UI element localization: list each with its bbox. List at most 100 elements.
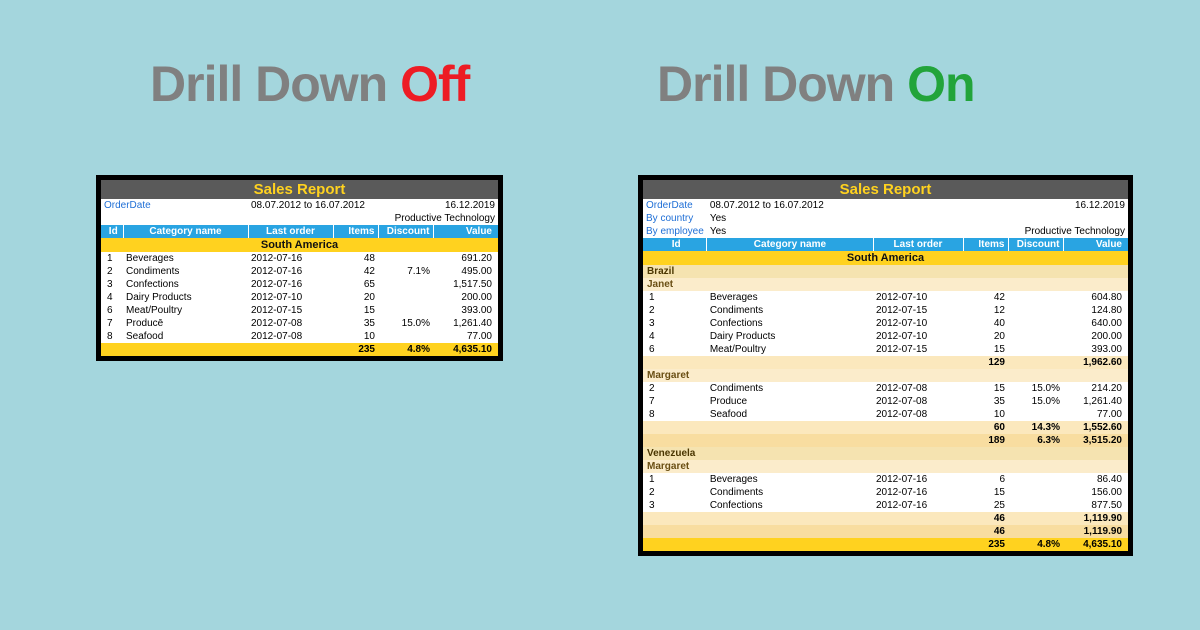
cell-name: Condiments <box>707 304 873 317</box>
cell-last: 2012-07-16 <box>873 499 963 512</box>
cell-items: 15 <box>963 382 1008 395</box>
cell-name: Produce <box>707 395 873 408</box>
grand-val: 4,635.10 <box>1063 538 1128 551</box>
table-row: 1Beverages2012-07-1042604.80 <box>643 291 1128 304</box>
cell-id: 7 <box>101 317 123 330</box>
table-row: 3Confections2012-07-16651,517.50 <box>101 278 498 291</box>
cell-val: 77.00 <box>1063 408 1128 421</box>
cell-last: 2012-07-08 <box>248 330 333 343</box>
table-row: 1Beverages2012-07-1648691.20 <box>101 252 498 265</box>
country-band: Venezuela <box>643 447 1128 460</box>
country-band: Brazil <box>643 265 1128 278</box>
col-last: Last order <box>873 238 963 251</box>
cell-items: 15 <box>333 304 378 317</box>
cell-val: 156.00 <box>1063 486 1128 499</box>
cell-val: 393.00 <box>433 304 498 317</box>
cell-last: 2012-07-15 <box>248 304 333 317</box>
headline-off-prefix: Drill Down <box>150 56 400 112</box>
filter-order-value: 08.07.2012 to 16.07.2012 <box>707 199 1008 212</box>
cell-items: 12 <box>963 304 1008 317</box>
sub-disc: 14.3% <box>1008 421 1063 434</box>
cell-val: 77.00 <box>433 330 498 343</box>
cell-id: 2 <box>643 382 707 395</box>
table-row: 8Seafood2012-07-081077.00 <box>643 408 1128 421</box>
sub-disc <box>1008 525 1063 538</box>
sub-val: 1,119.90 <box>1063 525 1128 538</box>
cell-last: 2012-07-10 <box>873 291 963 304</box>
cell-last: 2012-07-08 <box>873 408 963 421</box>
sub-val: 1,552.60 <box>1063 421 1128 434</box>
cell-val: 86.40 <box>1063 473 1128 486</box>
cell-items: 65 <box>333 278 378 291</box>
cell-last: 2012-07-16 <box>248 278 333 291</box>
cell-id: 2 <box>643 304 707 317</box>
cell-disc <box>1008 499 1063 512</box>
headline-off: Drill Down Off <box>150 55 469 113</box>
filter-sub: Productive Technology <box>378 212 498 225</box>
column-header-row: Id Category name Last order Items Discou… <box>101 225 498 238</box>
cell-last: 2012-07-08 <box>248 317 333 330</box>
filter-order-label: OrderDate <box>101 199 248 212</box>
cell-last: 2012-07-16 <box>873 473 963 486</box>
cell-last: 2012-07-10 <box>248 291 333 304</box>
col-items: Items <box>963 238 1008 251</box>
cell-name: Dairy Products <box>707 330 873 343</box>
filter-date: 16.12.2019 <box>378 199 498 212</box>
cell-val: 604.80 <box>1063 291 1128 304</box>
table-row: 2Condiments2012-07-1615156.00 <box>643 486 1128 499</box>
cell-id: 3 <box>643 499 707 512</box>
cell-last: 2012-07-08 <box>873 395 963 408</box>
table-row: 4Dairy Products2012-07-1020200.00 <box>643 330 1128 343</box>
grand-items: 235 <box>333 343 378 356</box>
table-row: 3Confections2012-07-1625877.50 <box>643 499 1128 512</box>
employee-band: Margaret <box>643 369 1128 382</box>
col-value: Value <box>1063 238 1128 251</box>
col-items: Items <box>333 225 378 238</box>
cell-items: 35 <box>333 317 378 330</box>
cell-val: 124.80 <box>1063 304 1128 317</box>
cell-disc <box>1008 473 1063 486</box>
headline-on: Drill Down On <box>657 55 975 113</box>
cell-items: 42 <box>963 291 1008 304</box>
cell-items: 20 <box>333 291 378 304</box>
table-row: 2Condiments2012-07-081515.0%214.20 <box>643 382 1128 395</box>
cell-items: 25 <box>963 499 1008 512</box>
sub-val: 1,119.90 <box>1063 512 1128 525</box>
cell-val: 214.20 <box>1063 382 1128 395</box>
cell-disc <box>378 330 433 343</box>
cell-items: 6 <box>963 473 1008 486</box>
cell-val: 200.00 <box>1063 330 1128 343</box>
sub-disc: 6.3% <box>1008 434 1063 447</box>
cell-last: 2012-07-08 <box>873 382 963 395</box>
cell-name: Confections <box>123 278 248 291</box>
cell-disc <box>1008 304 1063 317</box>
cell-disc: 7.1% <box>378 265 433 278</box>
cell-last: 2012-07-10 <box>873 317 963 330</box>
table-row: 6Meat/Poultry2012-07-1515393.00 <box>643 343 1128 356</box>
cell-name: Seafood <box>123 330 248 343</box>
headline-on-state: On <box>907 56 974 112</box>
grand-disc: 4.8% <box>1008 538 1063 551</box>
cell-val: 1,261.40 <box>433 317 498 330</box>
cell-last: 2012-07-15 <box>873 343 963 356</box>
col-disc: Discount <box>378 225 433 238</box>
cell-name: Producē <box>123 317 248 330</box>
subtotal-row: 461,119.90 <box>643 525 1128 538</box>
cell-id: 1 <box>643 473 707 486</box>
grand-disc: 4.8% <box>378 343 433 356</box>
table-row: 2Condiments2012-07-1512124.80 <box>643 304 1128 317</box>
subtotal-row: 1896.3%3,515.20 <box>643 434 1128 447</box>
sub-val: 1,962.60 <box>1063 356 1128 369</box>
filter-country-value: Yes <box>707 212 1128 225</box>
cell-id: 3 <box>643 317 707 330</box>
cell-disc <box>1008 486 1063 499</box>
cell-id: 7 <box>643 395 707 408</box>
table-row: 2Condiments2012-07-16427.1%495.00 <box>101 265 498 278</box>
col-name: Category name <box>123 225 248 238</box>
cell-last: 2012-07-16 <box>248 265 333 278</box>
sub-disc <box>1008 512 1063 525</box>
cell-disc <box>378 291 433 304</box>
cell-id: 2 <box>643 486 707 499</box>
cell-last: 2012-07-16 <box>873 486 963 499</box>
table-row: 7Produce2012-07-083515.0%1,261.40 <box>643 395 1128 408</box>
